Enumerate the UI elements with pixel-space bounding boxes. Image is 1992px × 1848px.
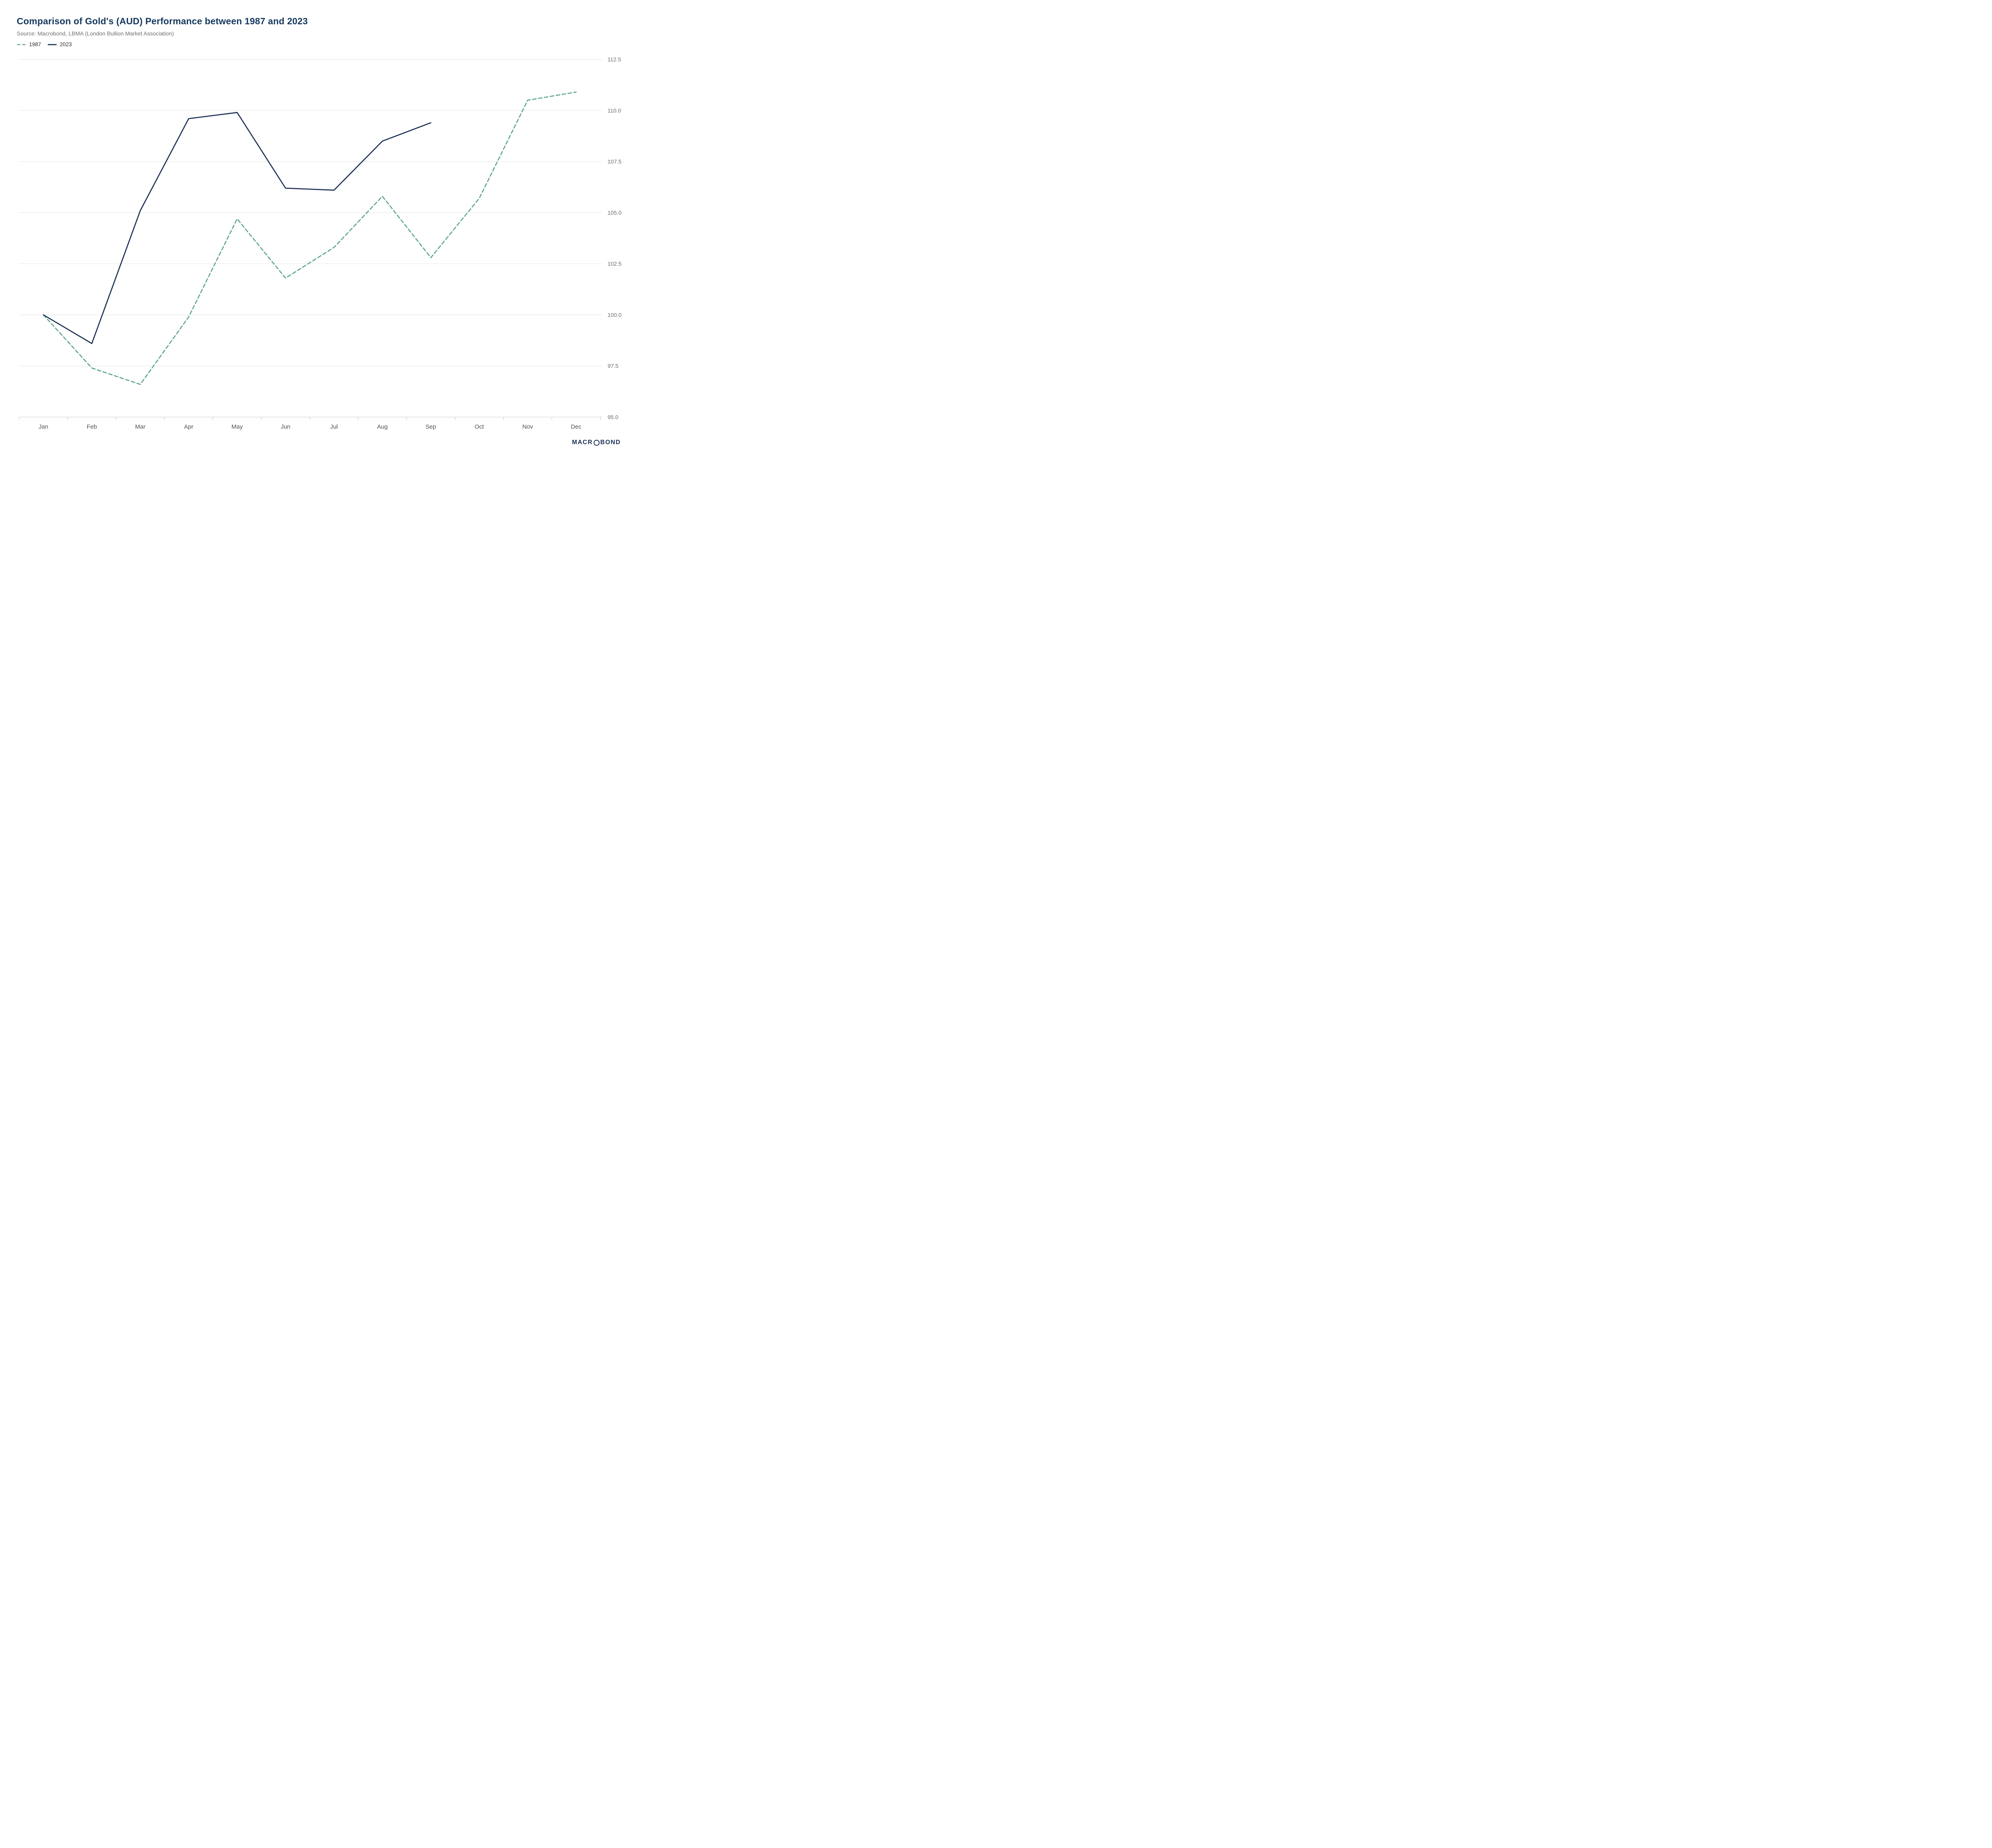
y-axis-label: 97.5 xyxy=(608,363,618,369)
x-axis-label: Aug xyxy=(377,423,388,430)
legend-item-1987: 1987 xyxy=(17,41,41,47)
x-axis-label: Feb xyxy=(87,423,97,430)
chart-page: Comparison of Gold's (AUD) Performance b… xyxy=(0,0,637,462)
logo-text-right: BOND xyxy=(600,439,621,446)
x-axis-label: Jul xyxy=(330,423,338,430)
y-axis-label: 105.0 xyxy=(608,210,622,216)
chart-header: Comparison of Gold's (AUD) Performance b… xyxy=(17,16,308,47)
legend-item-2023: 2023 xyxy=(47,41,72,47)
macrobond-logo: MACR O BOND xyxy=(572,439,621,446)
source-note: Source: Macrobond, LBMA (London Bullion … xyxy=(17,30,174,37)
series-2023-line xyxy=(43,112,431,344)
x-axis-label: Apr xyxy=(184,423,193,430)
page-title: Comparison of Gold's (AUD) Performance b… xyxy=(17,16,308,26)
x-axis-label: Dec xyxy=(571,423,582,430)
x-axis-label: Jan xyxy=(39,423,48,430)
x-axis-label: Sep xyxy=(425,423,436,430)
x-axis-label: May xyxy=(231,423,243,430)
line-chart: 95.0 97.5 100.0 102.5 105.0 107.5 110.0 112.5 Ja… xyxy=(19,56,622,430)
legend-label-2023: 2023 xyxy=(60,41,72,47)
x-axis-label: Nov xyxy=(522,423,533,430)
legend-label-1987: 1987 xyxy=(29,41,41,47)
logo-text-left: MACR xyxy=(572,439,593,446)
x-axis-label: Jun xyxy=(281,423,290,430)
x-axis-label: Mar xyxy=(135,423,145,430)
y-axis-label: 112.5 xyxy=(608,56,621,63)
legend: 1987 2023 xyxy=(17,41,308,47)
series-1987-line xyxy=(43,91,577,385)
y-axis-label: 95.0 xyxy=(608,414,618,420)
legend-dashed-line-icon xyxy=(17,44,26,45)
y-axis-label: 102.5 xyxy=(608,261,622,267)
y-axis-label: 107.5 xyxy=(608,159,622,165)
y-axis-label: 110.0 xyxy=(608,107,621,114)
x-axis-label: Oct xyxy=(474,423,484,430)
legend-solid-line-icon xyxy=(48,44,57,45)
y-axis-label: 100.0 xyxy=(608,312,622,318)
logo-o-ring-icon: O xyxy=(593,439,600,446)
